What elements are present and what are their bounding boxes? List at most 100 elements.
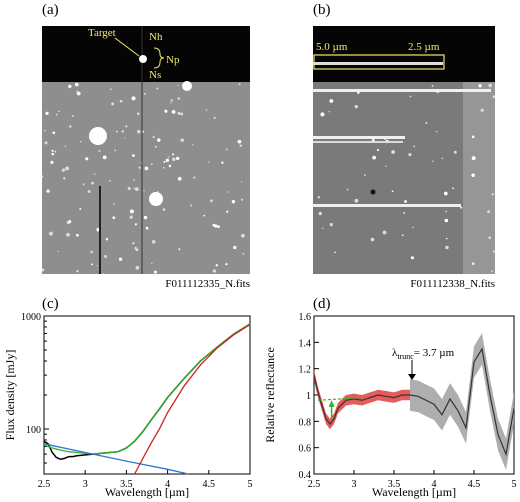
star: [96, 265, 99, 267]
series-line-2: [43, 443, 189, 475]
star: [137, 130, 141, 134]
star: [391, 150, 396, 154]
star: [226, 210, 229, 213]
star: [130, 209, 134, 214]
x-tick-label: 3.5: [388, 479, 401, 490]
star: [329, 99, 334, 103]
star: [136, 112, 140, 116]
star: [111, 102, 115, 106]
star: [91, 181, 94, 185]
star: [79, 208, 82, 210]
star: [241, 233, 245, 238]
y-tick-label: 1: [306, 391, 311, 402]
x-axis-label: Wavelength [µm]: [372, 485, 456, 499]
star: [212, 269, 217, 273]
wavelength-right-label: 2.5 µm: [408, 41, 440, 53]
target-label: Target: [88, 27, 116, 39]
star: [152, 135, 155, 139]
star: [80, 141, 82, 143]
star: [153, 270, 157, 274]
star: [425, 121, 428, 124]
star: [68, 220, 72, 223]
star: [51, 149, 54, 152]
star: [105, 237, 109, 241]
bright-star: [89, 127, 107, 145]
star: [164, 109, 168, 113]
star: [444, 218, 449, 223]
star: [156, 87, 159, 90]
star: [180, 112, 184, 116]
star: [71, 114, 74, 117]
star: [104, 255, 107, 258]
bright-star-3: [182, 81, 192, 91]
star: [354, 104, 358, 109]
nh-label: Nh: [149, 31, 163, 43]
star: [102, 273, 104, 274]
series-line-1: [43, 323, 251, 455]
star: [143, 92, 146, 95]
star: [151, 240, 156, 244]
star: [74, 82, 79, 87]
star: [193, 176, 196, 179]
x-tick-label: 4.5: [468, 479, 481, 490]
star: [432, 160, 434, 162]
star: [64, 145, 67, 148]
star: [176, 156, 180, 161]
star: [329, 223, 333, 227]
star: [113, 203, 115, 205]
series-line-2: [317, 397, 363, 401]
star: [48, 231, 53, 236]
panel-d-letter: (d): [313, 296, 331, 312]
star: [471, 135, 475, 139]
star: [403, 212, 406, 214]
bright-star-2: [149, 192, 163, 206]
star: [385, 165, 387, 167]
star: [102, 155, 107, 160]
star: [45, 111, 49, 115]
y-tick-label: 100: [26, 425, 41, 436]
y-tick-label: 1.2: [299, 365, 312, 376]
star: [471, 173, 475, 178]
star: [144, 166, 149, 171]
star: [76, 270, 79, 273]
star: [52, 131, 56, 135]
star: [210, 199, 213, 203]
star: [178, 248, 181, 251]
star: [132, 242, 135, 245]
star: [320, 112, 325, 117]
star: [172, 157, 176, 162]
star: [227, 191, 229, 193]
star: [208, 161, 210, 164]
star: [391, 190, 394, 193]
star: [171, 109, 176, 114]
star: [151, 262, 153, 264]
star: [124, 137, 126, 139]
star: [145, 226, 149, 230]
star: [488, 83, 493, 88]
star: [382, 230, 387, 235]
star: [233, 245, 237, 250]
series-line-0: [43, 323, 251, 461]
star: [376, 149, 380, 152]
star: [58, 110, 60, 113]
star: [44, 141, 48, 145]
star: [177, 111, 181, 115]
star: [98, 149, 101, 153]
star: [492, 250, 495, 253]
star: [177, 84, 179, 87]
star: [452, 187, 455, 190]
star: [91, 263, 93, 266]
star: [412, 226, 414, 229]
chart-c: 2.5 3 3.5 4 4.5 5 100 1000 Wavelength [µm] Flux…: [3, 312, 253, 499]
panel-a-filename: F011112335_N.fits: [165, 278, 250, 290]
star: [116, 130, 118, 133]
star: [488, 236, 492, 240]
star: [54, 150, 57, 153]
star: [445, 210, 448, 213]
error-band-1: [410, 333, 514, 471]
panel-a-image: Target Nh Np Ns: [42, 26, 250, 274]
panel-a-letter: (a): [42, 2, 59, 18]
chart-d: 2.5 3 3.5 4 4.5 5 0.4 0.6 0.8 1 1.2 1.4 1.6 Waveleng…: [263, 312, 517, 499]
star: [413, 145, 416, 148]
slit-region: [313, 26, 495, 82]
